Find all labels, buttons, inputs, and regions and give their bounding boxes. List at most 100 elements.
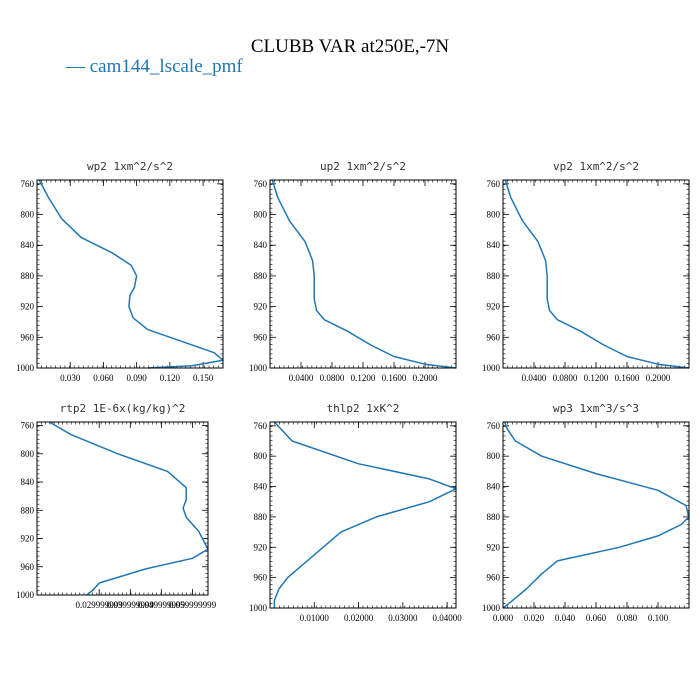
y-tick-label: 840	[487, 240, 501, 250]
panel-title: wp3 1xm^3/s^3	[553, 402, 639, 415]
chart-panel-3: vp2 1xm^2/s^2 760 800 840 880 920 960 1000 0.040…	[482, 160, 690, 383]
y-tick-label: 880	[254, 271, 268, 281]
y-tick-label: 800	[254, 451, 268, 461]
panel-title: rtp2 1E-6x(kg/kg)^2	[60, 402, 186, 415]
x-tick-label: 0.080	[617, 613, 638, 623]
y-tick-label: 920	[487, 302, 501, 312]
y-tick-label: 920	[254, 302, 268, 312]
y-tick-label: 880	[21, 505, 35, 515]
y-tick-label: 760	[254, 421, 268, 431]
y-tick-label: 920	[254, 542, 268, 552]
y-tick-label: 960	[21, 562, 35, 572]
y-tick-label: 960	[487, 573, 501, 583]
x-tick-label: 0.029999999	[76, 600, 124, 610]
x-tick-label: 0.060	[93, 373, 114, 383]
y-tick-label: 840	[254, 482, 268, 492]
x-tick-label: 0.100	[648, 613, 669, 623]
legend-label: cam144_lscale_pmf	[89, 56, 243, 77]
x-tick-label: 0.03000	[388, 613, 418, 623]
chart-panel-1: wp2 1xm^2/s^2 760 800 840 880 920 960 1000 0.030…	[16, 160, 224, 383]
y-tick-label: 1000	[16, 363, 35, 373]
y-tick-label: 920	[487, 542, 501, 552]
y-tick-label: 1000	[249, 603, 268, 613]
x-tick-label: 0.150	[193, 373, 214, 383]
x-tick-label: 0.1600	[382, 373, 407, 383]
x-tick-label: 0.04000	[433, 613, 463, 623]
chart-panel-5: thlp2 1xK^2 760 800 840 880 920 960 1000 0.01000…	[249, 402, 462, 623]
x-tick-label: 0.030	[60, 373, 81, 383]
panel-title: wp2 1xm^2/s^2	[87, 160, 173, 173]
series-line-1	[271, 179, 457, 369]
x-tick-label: 0.090	[127, 373, 148, 383]
y-tick-label: 1000	[16, 590, 35, 600]
y-tick-label: 840	[21, 240, 35, 250]
plot-frame	[502, 179, 690, 369]
x-tick-label: 0.040	[555, 613, 576, 623]
y-tick-label: 800	[487, 451, 501, 461]
series-line-1	[273, 421, 457, 608]
y-tick-label: 880	[21, 271, 35, 281]
x-tick-label: 0.1200	[351, 373, 376, 383]
panel-title: vp2 1xm^2/s^2	[553, 160, 639, 173]
x-tick-label: 0.01000	[300, 613, 330, 623]
plot-frame	[36, 421, 209, 596]
y-tick-label: 880	[487, 512, 501, 522]
y-tick-label: 1000	[482, 363, 501, 373]
y-tick-label: 800	[21, 449, 35, 459]
chart-panel-6: wp3 1xm^3/s^3 760 800 840 880 920 960 10000.000…	[482, 402, 690, 623]
series-line-1	[49, 421, 209, 596]
chart-panel-2: up2 1xm^2/s^2 760 800 840 880 920 960 1000 0.040…	[249, 160, 457, 383]
figure-title: CLUBB VAR at250E,-7N	[250, 36, 450, 57]
x-tick-label: 0.02000	[344, 613, 374, 623]
y-tick-label: 960	[254, 573, 268, 583]
y-tick-label: 800	[487, 210, 501, 220]
legend: — cam144_lscale_pmf	[66, 56, 243, 78]
x-tick-label: 0.1200	[584, 373, 609, 383]
y-tick-label: 840	[487, 482, 501, 492]
x-tick-label: 0.2000	[646, 373, 671, 383]
y-tick-label: 760	[254, 179, 268, 189]
y-tick-label: 880	[254, 512, 268, 522]
series-line-1	[38, 179, 224, 369]
y-tick-label: 880	[487, 271, 501, 281]
panel-title: thlp2 1xK^2	[327, 402, 400, 415]
y-tick-label: 840	[254, 240, 268, 250]
plot-frame	[269, 179, 457, 369]
chart-panel-4: rtp2 1E-6x(kg/kg)^2 760 800 840 880 920 960 100…	[16, 402, 217, 610]
x-tick-label: 0.000	[493, 613, 514, 623]
x-tick-label: 0.0800	[320, 373, 345, 383]
y-tick-label: 760	[487, 179, 501, 189]
series-line-1	[504, 179, 690, 369]
x-tick-label: 0.049999999	[138, 600, 186, 610]
x-tick-label: 0.2000	[413, 373, 438, 383]
x-tick-label: 0.020	[524, 613, 545, 623]
x-tick-label: 0.060	[586, 613, 607, 623]
x-tick-label: 0.0400	[289, 373, 314, 383]
y-tick-label: 920	[21, 302, 35, 312]
y-tick-label: 1000	[482, 603, 501, 613]
plot-frame	[269, 421, 457, 609]
x-tick-label: 0.0400	[522, 373, 547, 383]
x-tick-label: 0.1600	[615, 373, 640, 383]
y-tick-label: 840	[21, 477, 35, 487]
y-tick-label: 960	[487, 332, 501, 342]
plot-frame	[502, 421, 690, 609]
legend-marker: —	[66, 56, 85, 77]
x-tick-label: 0.0800	[553, 373, 578, 383]
y-tick-label: 760	[21, 179, 35, 189]
y-tick-label: 800	[21, 210, 35, 220]
x-tick-label: 0.039999999	[107, 600, 155, 610]
y-tick-label: 760	[21, 421, 35, 431]
series-line-1	[502, 421, 690, 609]
x-tick-label: 0.059999999	[169, 600, 217, 610]
y-tick-label: 800	[254, 210, 268, 220]
y-tick-label: 960	[254, 332, 268, 342]
y-tick-label: 960	[21, 332, 35, 342]
y-tick-label: 760	[487, 421, 501, 431]
plot-frame	[36, 179, 224, 369]
y-tick-label: 920	[21, 534, 35, 544]
x-tick-label: 0.120	[160, 373, 181, 383]
y-tick-label: 1000	[249, 363, 268, 373]
panel-title: up2 1xm^2/s^2	[320, 160, 406, 173]
